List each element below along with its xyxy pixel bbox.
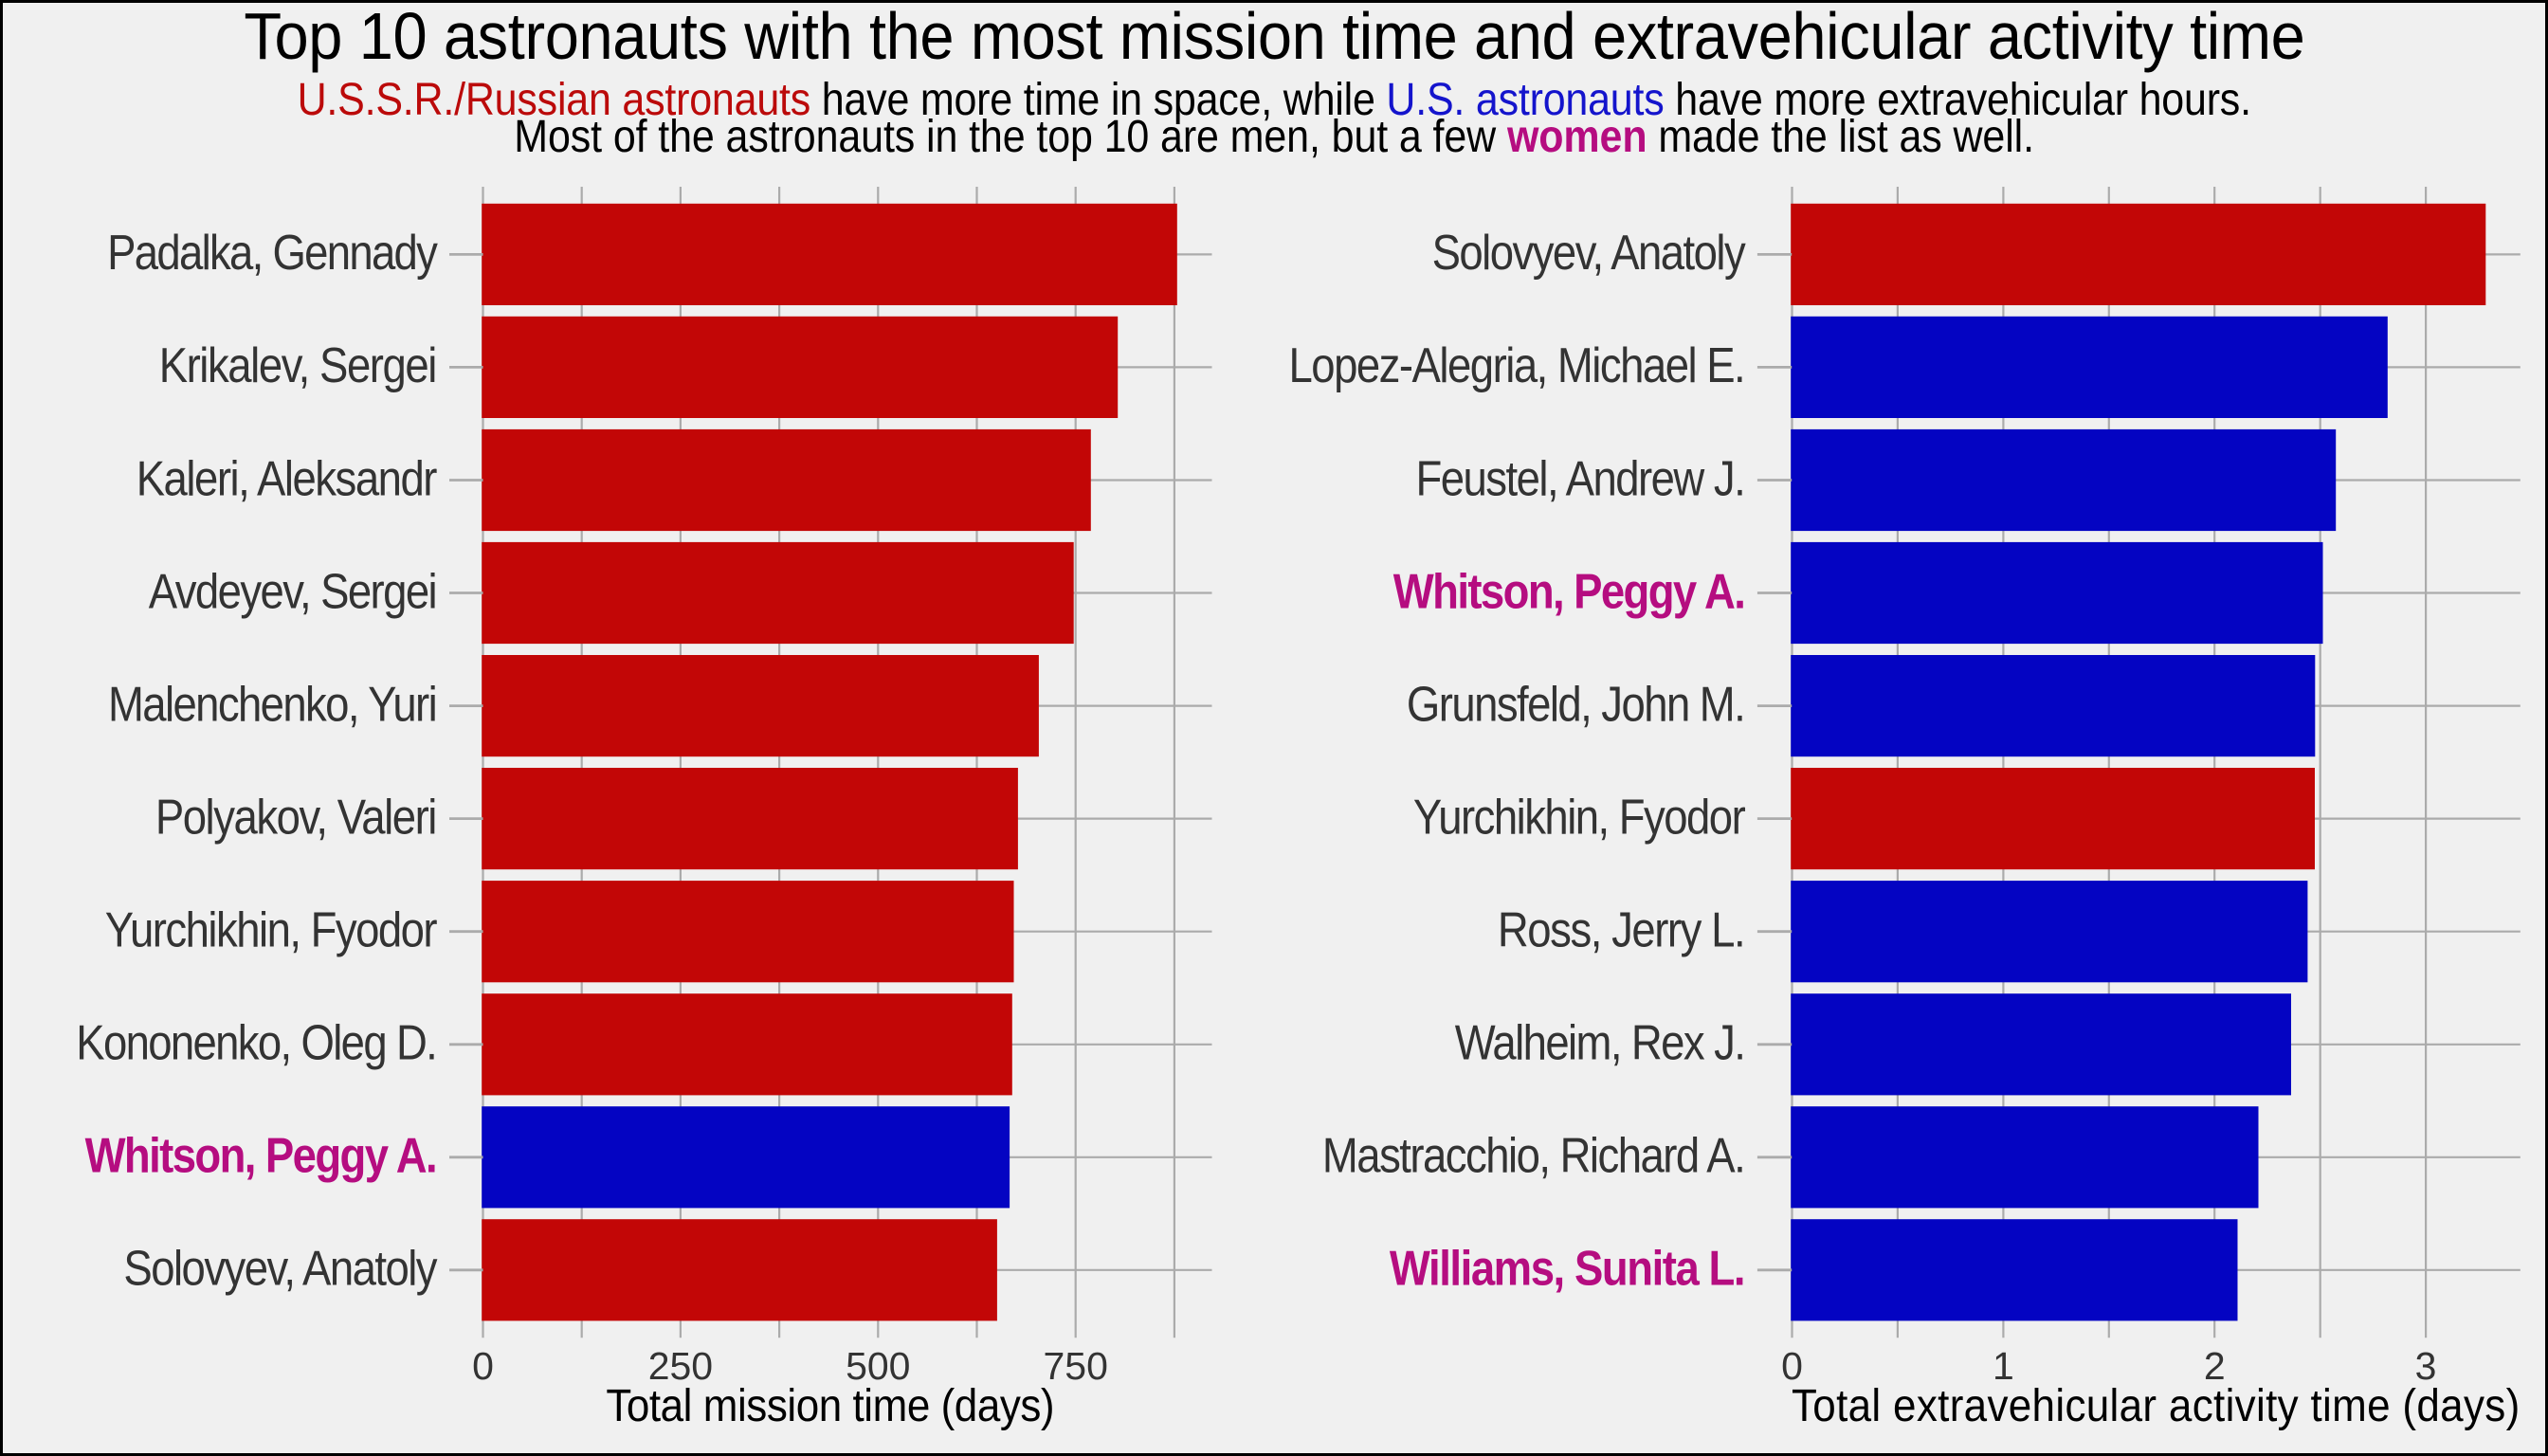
svg-text:Most of the astronauts in the: Most of the astronauts in the top 10 are… bbox=[514, 111, 2034, 162]
svg-text:Solovyev, Anatoly: Solovyev, Anatoly bbox=[1432, 226, 1747, 280]
svg-text:0: 0 bbox=[472, 1344, 494, 1388]
svg-text:Padalka, Gennady: Padalka, Gennady bbox=[107, 226, 438, 280]
svg-text:Kaleri, Aleksandr: Kaleri, Aleksandr bbox=[136, 452, 438, 506]
svg-text:3: 3 bbox=[2415, 1344, 2437, 1388]
svg-text:Yurchikhin, Fyodor: Yurchikhin, Fyodor bbox=[1413, 791, 1746, 845]
svg-text:Walheim, Rex J.: Walheim, Rex J. bbox=[1455, 1016, 1745, 1070]
svg-text:Total mission time (days): Total mission time (days) bbox=[606, 1379, 1054, 1430]
svg-text:Mastracchio, Richard A.: Mastracchio, Richard A. bbox=[1322, 1129, 1744, 1183]
svg-text:Ross, Jerry L.: Ross, Jerry L. bbox=[1498, 903, 1744, 957]
svg-text:Total extravehicular activity: Total extravehicular activity time (days… bbox=[1792, 1379, 2521, 1430]
svg-text:Feustel, Andrew J.: Feustel, Andrew J. bbox=[1415, 452, 1744, 506]
svg-text:250: 250 bbox=[648, 1344, 713, 1388]
svg-text:Polyakov, Valeri: Polyakov, Valeri bbox=[155, 791, 436, 845]
svg-text:Top 10 astronauts with the mos: Top 10 astronauts with the most mission … bbox=[244, 0, 2304, 73]
svg-text:Krikalev, Sergei: Krikalev, Sergei bbox=[159, 339, 436, 393]
svg-text:Kononenko, Oleg D.: Kononenko, Oleg D. bbox=[76, 1016, 436, 1070]
svg-text:Williams, Sunita L.: Williams, Sunita L. bbox=[1390, 1242, 1744, 1296]
svg-text:Grunsfeld, John M.: Grunsfeld, John M. bbox=[1407, 678, 1744, 732]
svg-text:0: 0 bbox=[1781, 1344, 1803, 1388]
svg-text:Lopez-Alegria, Michael E.: Lopez-Alegria, Michael E. bbox=[1288, 339, 1744, 393]
svg-text:U.S.S.R./Russian astronauts ha: U.S.S.R./Russian astronauts have more ti… bbox=[298, 74, 2251, 125]
svg-text:1: 1 bbox=[1993, 1344, 2014, 1388]
svg-text:500: 500 bbox=[846, 1344, 910, 1388]
svg-text:2: 2 bbox=[2204, 1344, 2226, 1388]
svg-text:750: 750 bbox=[1043, 1344, 1107, 1388]
svg-text:Whitson, Peggy A.: Whitson, Peggy A. bbox=[1393, 565, 1744, 619]
svg-text:Solovyev, Anatoly: Solovyev, Anatoly bbox=[123, 1242, 438, 1296]
svg-text:Yurchikhin, Fyodor: Yurchikhin, Fyodor bbox=[105, 903, 438, 957]
svg-text:Malenchenko, Yuri: Malenchenko, Yuri bbox=[108, 678, 436, 732]
svg-text:Whitson, Peggy A.: Whitson, Peggy A. bbox=[85, 1129, 436, 1183]
svg-text:Avdeyev, Sergei: Avdeyev, Sergei bbox=[149, 565, 436, 619]
